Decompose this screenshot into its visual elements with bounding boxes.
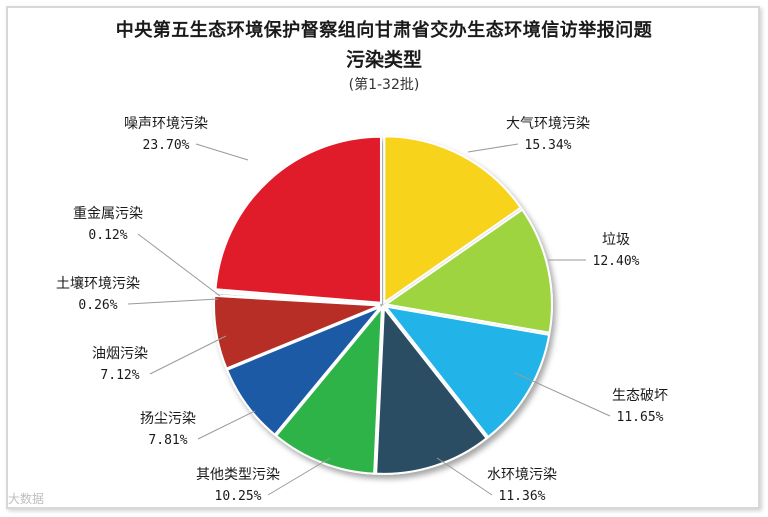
leader-line — [436, 457, 493, 496]
slice-label: 扬尘污染 — [140, 411, 196, 427]
slice-label: 重金属污染 — [73, 206, 143, 222]
slice-label: 土壤环境污染 — [56, 275, 140, 292]
pie-slice — [214, 135, 382, 304]
slice-value-label: 11.36% — [499, 489, 546, 504]
slice-label: 其他类型污染 — [196, 467, 280, 483]
pie-slice — [383, 305, 551, 439]
leader-line — [195, 143, 249, 161]
leader-line — [197, 410, 256, 440]
slice-value-label: 11.65% — [617, 410, 664, 425]
slice-value-label: 0.26% — [78, 298, 117, 313]
slice-value-label: 0.12% — [88, 228, 127, 243]
slice-label: 噪声环境污染 — [124, 116, 208, 132]
slice-label: 生态破坏 — [612, 388, 668, 404]
leader-line — [467, 143, 519, 153]
leader-line — [127, 298, 219, 305]
slice-label: 大气环境污染 — [506, 116, 590, 132]
pie-slice — [383, 208, 553, 334]
pie-slice — [383, 135, 523, 305]
pie-slice — [225, 305, 382, 437]
slice-value-label: 15.34% — [525, 138, 572, 153]
chart-subtitle: 污染类型 — [345, 49, 422, 71]
slice-label: 垃圾 — [602, 232, 630, 248]
leader-line — [149, 335, 227, 375]
slice-value-label: 7.81% — [148, 433, 187, 448]
slice-value-label: 12.40% — [593, 254, 640, 269]
leader-line — [514, 372, 611, 417]
chart-title: 中央第五生态环境保护督察组向甘肃省交办生态环境信访举报问题 — [115, 20, 653, 41]
leader-line — [267, 457, 331, 496]
slice-value-label: 7.12% — [100, 368, 139, 383]
pie-slice — [375, 305, 488, 475]
watermark: 大数据 — [8, 492, 45, 506]
chart-period: (第1-32批) — [348, 77, 420, 93]
leader-line — [137, 233, 221, 297]
slice-value-label: 10.25% — [215, 489, 262, 504]
slice-label: 油烟污染 — [92, 346, 148, 362]
slice-label: 水环境污染 — [487, 467, 557, 483]
slice-value-label: 23.70% — [143, 138, 190, 153]
